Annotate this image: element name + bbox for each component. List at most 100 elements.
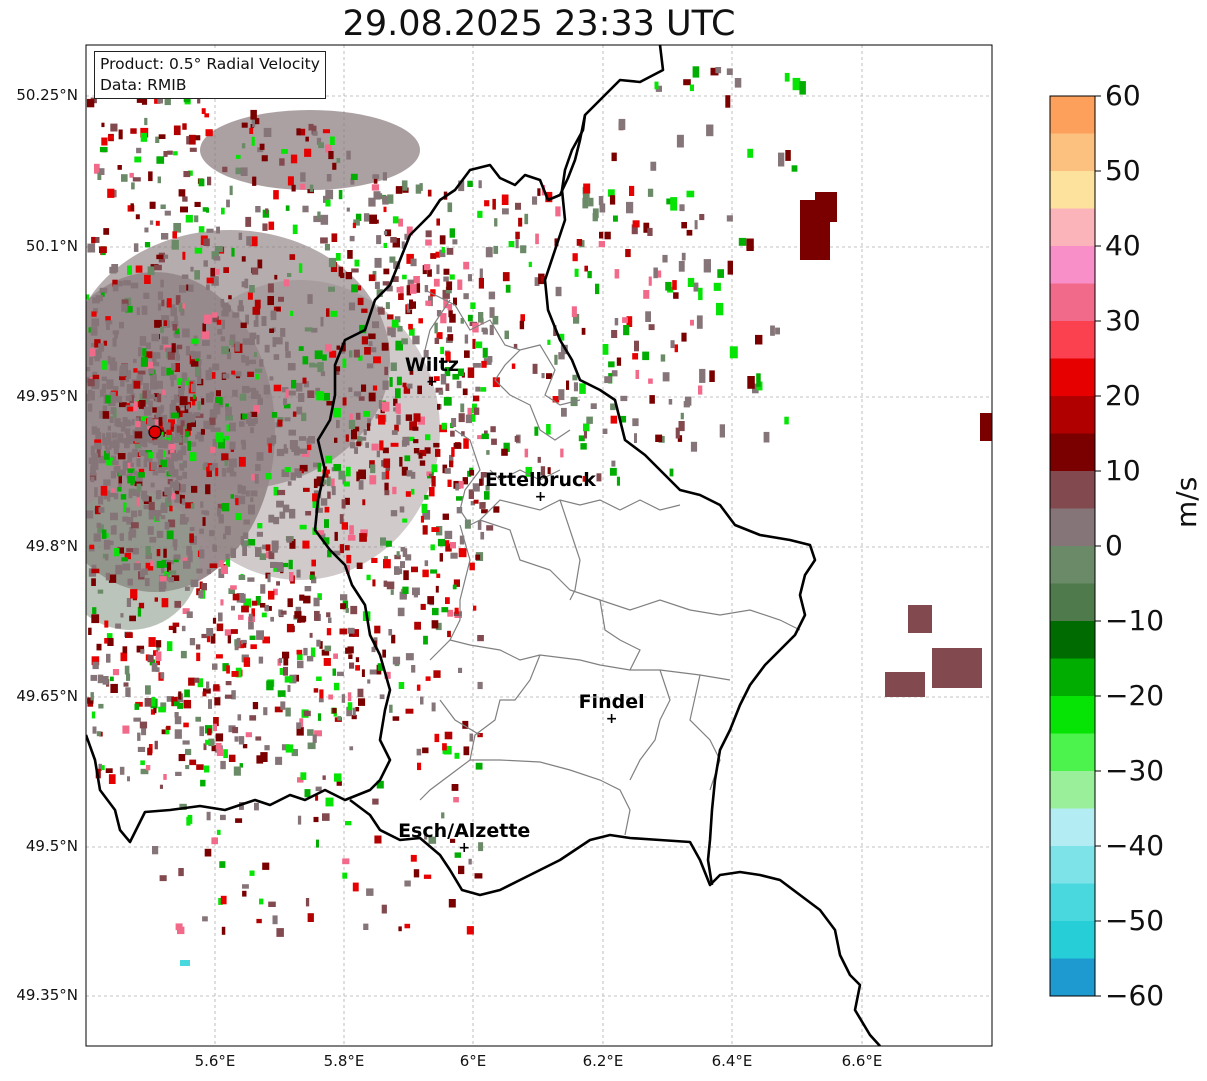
velocity-pixel [273, 486, 279, 496]
velocity-pixel [134, 431, 143, 439]
velocity-pixel [378, 414, 386, 425]
velocity-pixel [383, 230, 388, 235]
velocity-pixel [384, 482, 389, 492]
velocity-pixel [285, 707, 291, 717]
velocity-pixel [183, 435, 188, 444]
velocity-pixel [349, 350, 353, 358]
velocity-pixel [103, 539, 111, 550]
velocity-pixel [458, 548, 467, 558]
velocity-pixel [160, 702, 167, 711]
velocity-pixel [300, 128, 306, 136]
velocity-pixel [296, 569, 301, 578]
velocity-pixel [170, 379, 174, 387]
velocity-pixel [436, 218, 440, 226]
velocity-pixel [616, 476, 620, 486]
velocity-pixel [394, 554, 401, 560]
velocity-pixel [554, 354, 558, 365]
velocity-pixel [241, 540, 249, 547]
velocity-pixel [296, 382, 303, 392]
velocity-pixel [583, 431, 587, 439]
velocity-pixel [245, 490, 250, 497]
velocity-pixel [154, 740, 158, 750]
velocity-pixel [240, 167, 248, 176]
velocity-pixel [98, 763, 102, 771]
velocity-pixel [118, 280, 123, 287]
velocity-pixel [117, 547, 124, 554]
velocity-pixel [100, 292, 105, 297]
velocity-pixel [545, 191, 553, 203]
velocity-pixel [270, 616, 274, 622]
velocity-pixel [162, 389, 166, 395]
velocity-pixel [336, 671, 344, 677]
velocity-pixel [250, 644, 257, 650]
velocity-pixel [331, 478, 335, 488]
velocity-pixel [391, 430, 398, 435]
velocity-pixel [324, 473, 329, 478]
velocity-pixel [686, 190, 695, 198]
velocity-pixel [222, 166, 228, 173]
velocity-pixel [328, 694, 333, 700]
velocity-pixel [304, 327, 313, 332]
velocity-pixel [219, 861, 226, 868]
velocity-pixel [250, 109, 257, 120]
velocity-pixel [278, 609, 283, 616]
velocity-pixel [221, 565, 228, 574]
velocity-pixel [434, 337, 440, 344]
velocity-pixel [717, 269, 724, 278]
velocity-pixel [196, 588, 201, 596]
velocity-pixel [185, 418, 191, 426]
velocity-pixel [160, 459, 167, 468]
velocity-pixel [157, 467, 166, 473]
velocity-pixel [186, 816, 191, 826]
velocity-pixel [170, 412, 179, 419]
velocity-pixel [212, 617, 217, 624]
velocity-pixel [220, 895, 227, 905]
velocity-pixel [206, 811, 211, 821]
velocity-pixel [346, 554, 352, 564]
velocity-pixel [396, 376, 402, 386]
velocity-pixel [524, 448, 529, 458]
velocity-pixel [240, 536, 245, 545]
velocity-pixel [367, 679, 371, 684]
velocity-pixel [99, 731, 103, 737]
velocity-pixel [440, 346, 444, 355]
velocity-pixel [338, 266, 344, 277]
velocity-pixel [210, 446, 216, 453]
velocity-pixel [391, 276, 399, 282]
velocity-pixel [260, 603, 266, 608]
velocity-pixel [156, 254, 164, 260]
velocity-pixel [292, 224, 298, 235]
velocity-pixel [226, 199, 230, 208]
velocity-pixel [632, 353, 639, 360]
velocity-pixel [144, 242, 151, 248]
velocity-pixel [139, 400, 146, 409]
velocity-pixel [228, 754, 236, 762]
velocity-pixel [647, 188, 654, 197]
velocity-pixel [405, 653, 414, 661]
velocity-pixel [152, 374, 157, 384]
velocity-pixel [150, 382, 158, 390]
velocity-pixel [92, 371, 98, 377]
velocity-pixel [140, 127, 149, 138]
velocity-pixel [335, 253, 341, 261]
velocity-pixel [147, 425, 153, 430]
velocity-pixel [101, 765, 105, 771]
velocity-pixel [459, 535, 465, 545]
velocity-pixel [106, 379, 114, 390]
velocity-pixel [396, 414, 401, 425]
velocity-pixel [238, 574, 246, 580]
velocity-pixel [183, 699, 192, 709]
velocity-pixel [444, 468, 451, 474]
velocity-pixel [99, 287, 108, 294]
velocity-pixel [126, 432, 131, 442]
velocity-pixel [598, 241, 605, 248]
velocity-pixel [247, 292, 253, 300]
velocity-pixel [674, 344, 678, 353]
velocity-pixel [669, 468, 674, 477]
velocity-pixel [149, 659, 156, 666]
velocity-pixel [142, 390, 147, 399]
velocity-pixel [133, 717, 141, 722]
velocity-pixel [399, 591, 407, 600]
velocity-pixel [363, 923, 369, 930]
velocity-pixel [158, 706, 166, 713]
